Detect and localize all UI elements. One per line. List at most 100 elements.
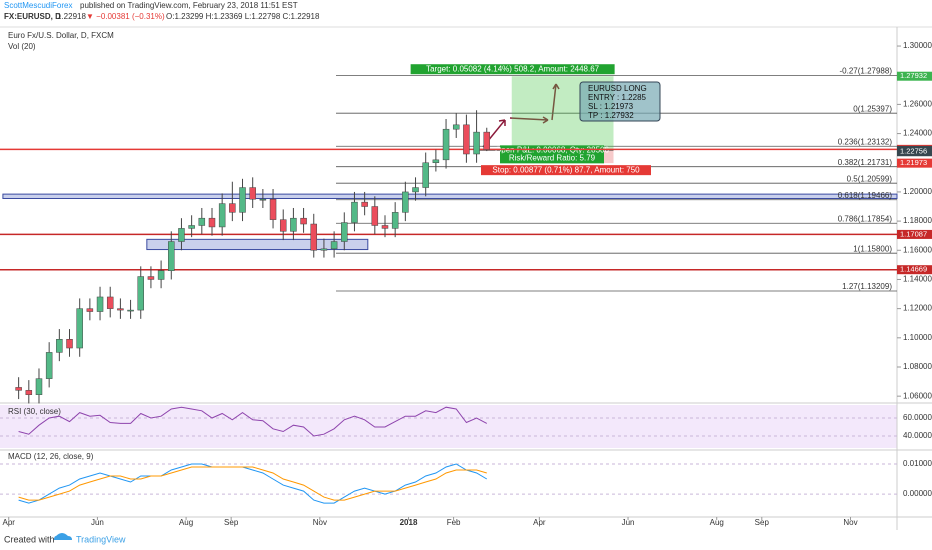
- macd-line: [18, 463, 488, 504]
- candle-body: [249, 187, 256, 200]
- y-tick-label: 1.16000: [903, 245, 932, 254]
- fib-label: 0.236(1.23132): [838, 137, 893, 146]
- fib-label: 0(1.25397): [853, 104, 892, 113]
- price-tag: [897, 265, 932, 275]
- ohlc: O:1.23299 H:1.23369 L:1.22798 C:1.22918: [166, 12, 320, 21]
- logo-icon: [54, 533, 72, 540]
- last-price: 1.22918: [57, 12, 86, 21]
- y-tick-label: 1.24000: [903, 129, 932, 138]
- fib-label: -0.27(1.27988): [840, 67, 893, 76]
- x-tick-label: Apr: [2, 518, 15, 527]
- x-tick-label: Feb: [447, 518, 461, 527]
- candle-body: [351, 201, 358, 223]
- y-tick-label: 1.18000: [903, 216, 932, 225]
- price-tag: [897, 71, 932, 81]
- price-tag-label: 1.22756: [900, 147, 927, 156]
- fib-label: 0.618(1.19466): [838, 191, 893, 200]
- x-tick-label: Aug: [179, 518, 193, 527]
- candle-body: [371, 206, 379, 226]
- symbol: FX:EURUSD, D: [4, 12, 61, 21]
- candle-body: [473, 131, 480, 155]
- volume-label: Vol (20): [8, 42, 36, 51]
- candle-body: [76, 308, 83, 349]
- candle-body: [463, 124, 470, 155]
- fib-label: 1.27(1.13209): [842, 282, 892, 291]
- rr-label-bg: [500, 153, 604, 164]
- author[interactable]: ScottMescudiForex: [4, 1, 72, 10]
- candle-body: [452, 124, 460, 130]
- candle-body: [25, 390, 33, 395]
- candle-body: [117, 308, 124, 311]
- candle-body: [198, 217, 206, 226]
- chart-title: Euro Fx/U.S. Dollar, D, FXCM: [8, 31, 114, 40]
- candle-body: [442, 128, 450, 161]
- candle-body: [279, 219, 287, 232]
- candle-body: [402, 191, 409, 213]
- footer-brand[interactable]: TradingView: [76, 534, 126, 544]
- candle-body: [300, 217, 307, 225]
- fib-label: 1(1.15800): [853, 244, 892, 253]
- rsi-line: [18, 406, 488, 437]
- x-tick-label: Sep: [224, 518, 239, 527]
- candle-body: [341, 222, 348, 242]
- footer-created: Created with: [4, 534, 55, 544]
- macd-label: MACD (12, 26, close, 9): [8, 452, 94, 461]
- macd-line: [18, 466, 487, 501]
- price-tag-label: 1.14669: [900, 265, 927, 274]
- x-tick-label: 2018: [400, 518, 418, 527]
- note-line: TP : 1.27932: [588, 111, 634, 120]
- candle-body: [127, 309, 134, 312]
- candle-body: [66, 339, 73, 349]
- y-tick-label: 1.08000: [903, 362, 932, 371]
- candle-body: [269, 198, 277, 220]
- candle-body: [381, 225, 389, 229]
- candle-body: [412, 187, 419, 193]
- x-tick-label: Nov: [843, 518, 857, 527]
- fib-label: 0.786(1.17854): [838, 214, 893, 223]
- zone: [2, 193, 898, 199]
- price-tag: [897, 147, 932, 157]
- candle-body: [96, 296, 104, 312]
- note-line: SL : 1.21973: [588, 102, 634, 111]
- candle-body: [229, 203, 236, 213]
- candle-body: [157, 270, 165, 280]
- pnl-label-bg: [500, 145, 604, 156]
- candle-body: [330, 241, 338, 250]
- y-tick-label: 1.26000: [903, 100, 932, 109]
- y-tick-label: 1.20000: [903, 187, 932, 196]
- published: published on TradingView.com, February 2…: [80, 1, 298, 10]
- candle-body: [147, 276, 155, 280]
- candle-body: [290, 217, 297, 232]
- candle-body: [15, 387, 22, 391]
- rsi-panel: [0, 405, 897, 448]
- y-tick-label: 1.12000: [903, 304, 932, 313]
- stop-label-bg: [481, 165, 651, 176]
- candle-body: [483, 131, 491, 150]
- candle-body: [137, 276, 145, 311]
- candle-body: [422, 162, 429, 188]
- rsi-label: RSI (30, close): [8, 407, 61, 416]
- candle-body: [239, 187, 246, 213]
- x-tick-label: Nov: [313, 518, 327, 527]
- zone: [146, 238, 369, 251]
- note-line: EURUSD LONG: [588, 84, 647, 93]
- candle-body: [86, 308, 94, 312]
- note-box: [579, 81, 661, 122]
- fib-label: 0.382(1.21731): [838, 158, 893, 167]
- candle-body: [361, 201, 368, 207]
- candle-body: [310, 223, 318, 251]
- candle-body: [35, 378, 43, 395]
- x-tick-label: Sep: [755, 518, 770, 527]
- panel-tick-label: 0.000000: [903, 489, 932, 498]
- target-label-bg: [410, 64, 615, 75]
- candle-body: [259, 198, 267, 201]
- x-tick-label: Aug: [710, 518, 724, 527]
- fib-label: 0.5(1.20599): [847, 174, 893, 183]
- rr-label: Risk/Reward Ratio: 5.79: [509, 153, 596, 162]
- price-tag-label: 1.17087: [900, 229, 927, 238]
- candle-body: [45, 352, 53, 379]
- y-tick-label: 1.10000: [903, 333, 932, 342]
- target-label: Target: 0.05082 (4.14%) 508.2, Amount: 2…: [426, 64, 600, 73]
- candle-body: [218, 203, 226, 228]
- panel-tick-label: 40.0000: [903, 431, 932, 440]
